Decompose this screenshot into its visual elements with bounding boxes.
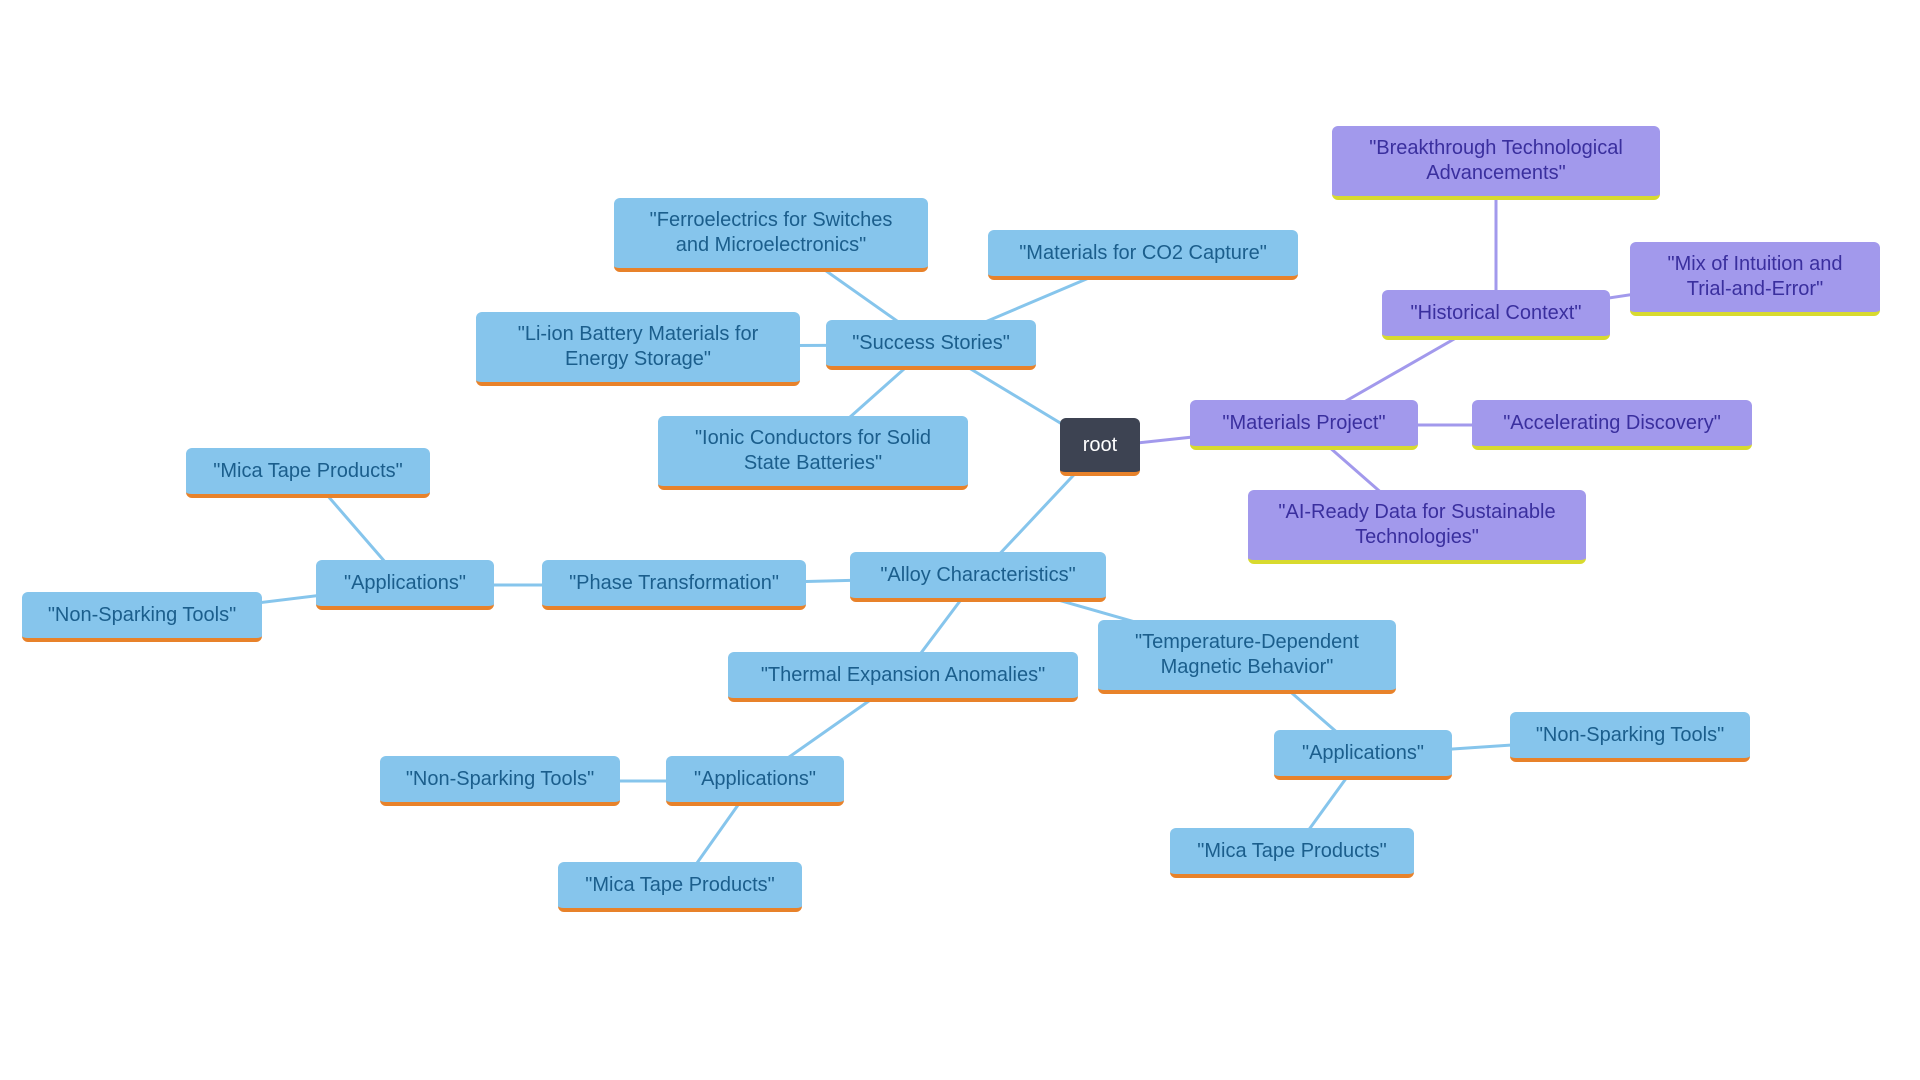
node-accelerating[interactable]: "Accelerating Discovery" (1472, 400, 1752, 450)
node-mix_intuition[interactable]: "Mix of Intuition and Trial-and-Error" (1630, 242, 1880, 316)
node-mica_left[interactable]: "Mica Tape Products" (186, 448, 430, 498)
node-materials_project[interactable]: "Materials Project" (1190, 400, 1418, 450)
node-ferroelectrics[interactable]: "Ferroelectrics for Switches and Microel… (614, 198, 928, 272)
node-nonspark_mid[interactable]: "Non-Sparking Tools" (380, 756, 620, 806)
node-co2_capture[interactable]: "Materials for CO2 Capture" (988, 230, 1298, 280)
node-mica_right[interactable]: "Mica Tape Products" (1170, 828, 1414, 878)
node-apps_mid[interactable]: "Applications" (666, 756, 844, 806)
node-mica_mid[interactable]: "Mica Tape Products" (558, 862, 802, 912)
node-ionic[interactable]: "Ionic Conductors for Solid State Batter… (658, 416, 968, 490)
node-nonspark_left[interactable]: "Non-Sparking Tools" (22, 592, 262, 642)
node-thermal_exp[interactable]: "Thermal Expansion Anomalies" (728, 652, 1078, 702)
node-apps_right[interactable]: "Applications" (1274, 730, 1452, 780)
node-li_ion[interactable]: "Li-ion Battery Materials for Energy Sto… (476, 312, 800, 386)
node-breakthrough[interactable]: "Breakthrough Technological Advancements… (1332, 126, 1660, 200)
node-historical_context[interactable]: "Historical Context" (1382, 290, 1610, 340)
node-apps_left[interactable]: "Applications" (316, 560, 494, 610)
node-phase_trans[interactable]: "Phase Transformation" (542, 560, 806, 610)
node-temp_magnetic[interactable]: "Temperature-Dependent Magnetic Behavior… (1098, 620, 1396, 694)
node-ai_ready[interactable]: "AI-Ready Data for Sustainable Technolog… (1248, 490, 1586, 564)
node-nonspark_right[interactable]: "Non-Sparking Tools" (1510, 712, 1750, 762)
node-root[interactable]: root (1060, 418, 1140, 476)
mindmap-canvas: root "Materials Project" "Historical Conte… (0, 0, 1920, 1080)
node-success_stories[interactable]: "Success Stories" (826, 320, 1036, 370)
node-alloy[interactable]: "Alloy Characteristics" (850, 552, 1106, 602)
